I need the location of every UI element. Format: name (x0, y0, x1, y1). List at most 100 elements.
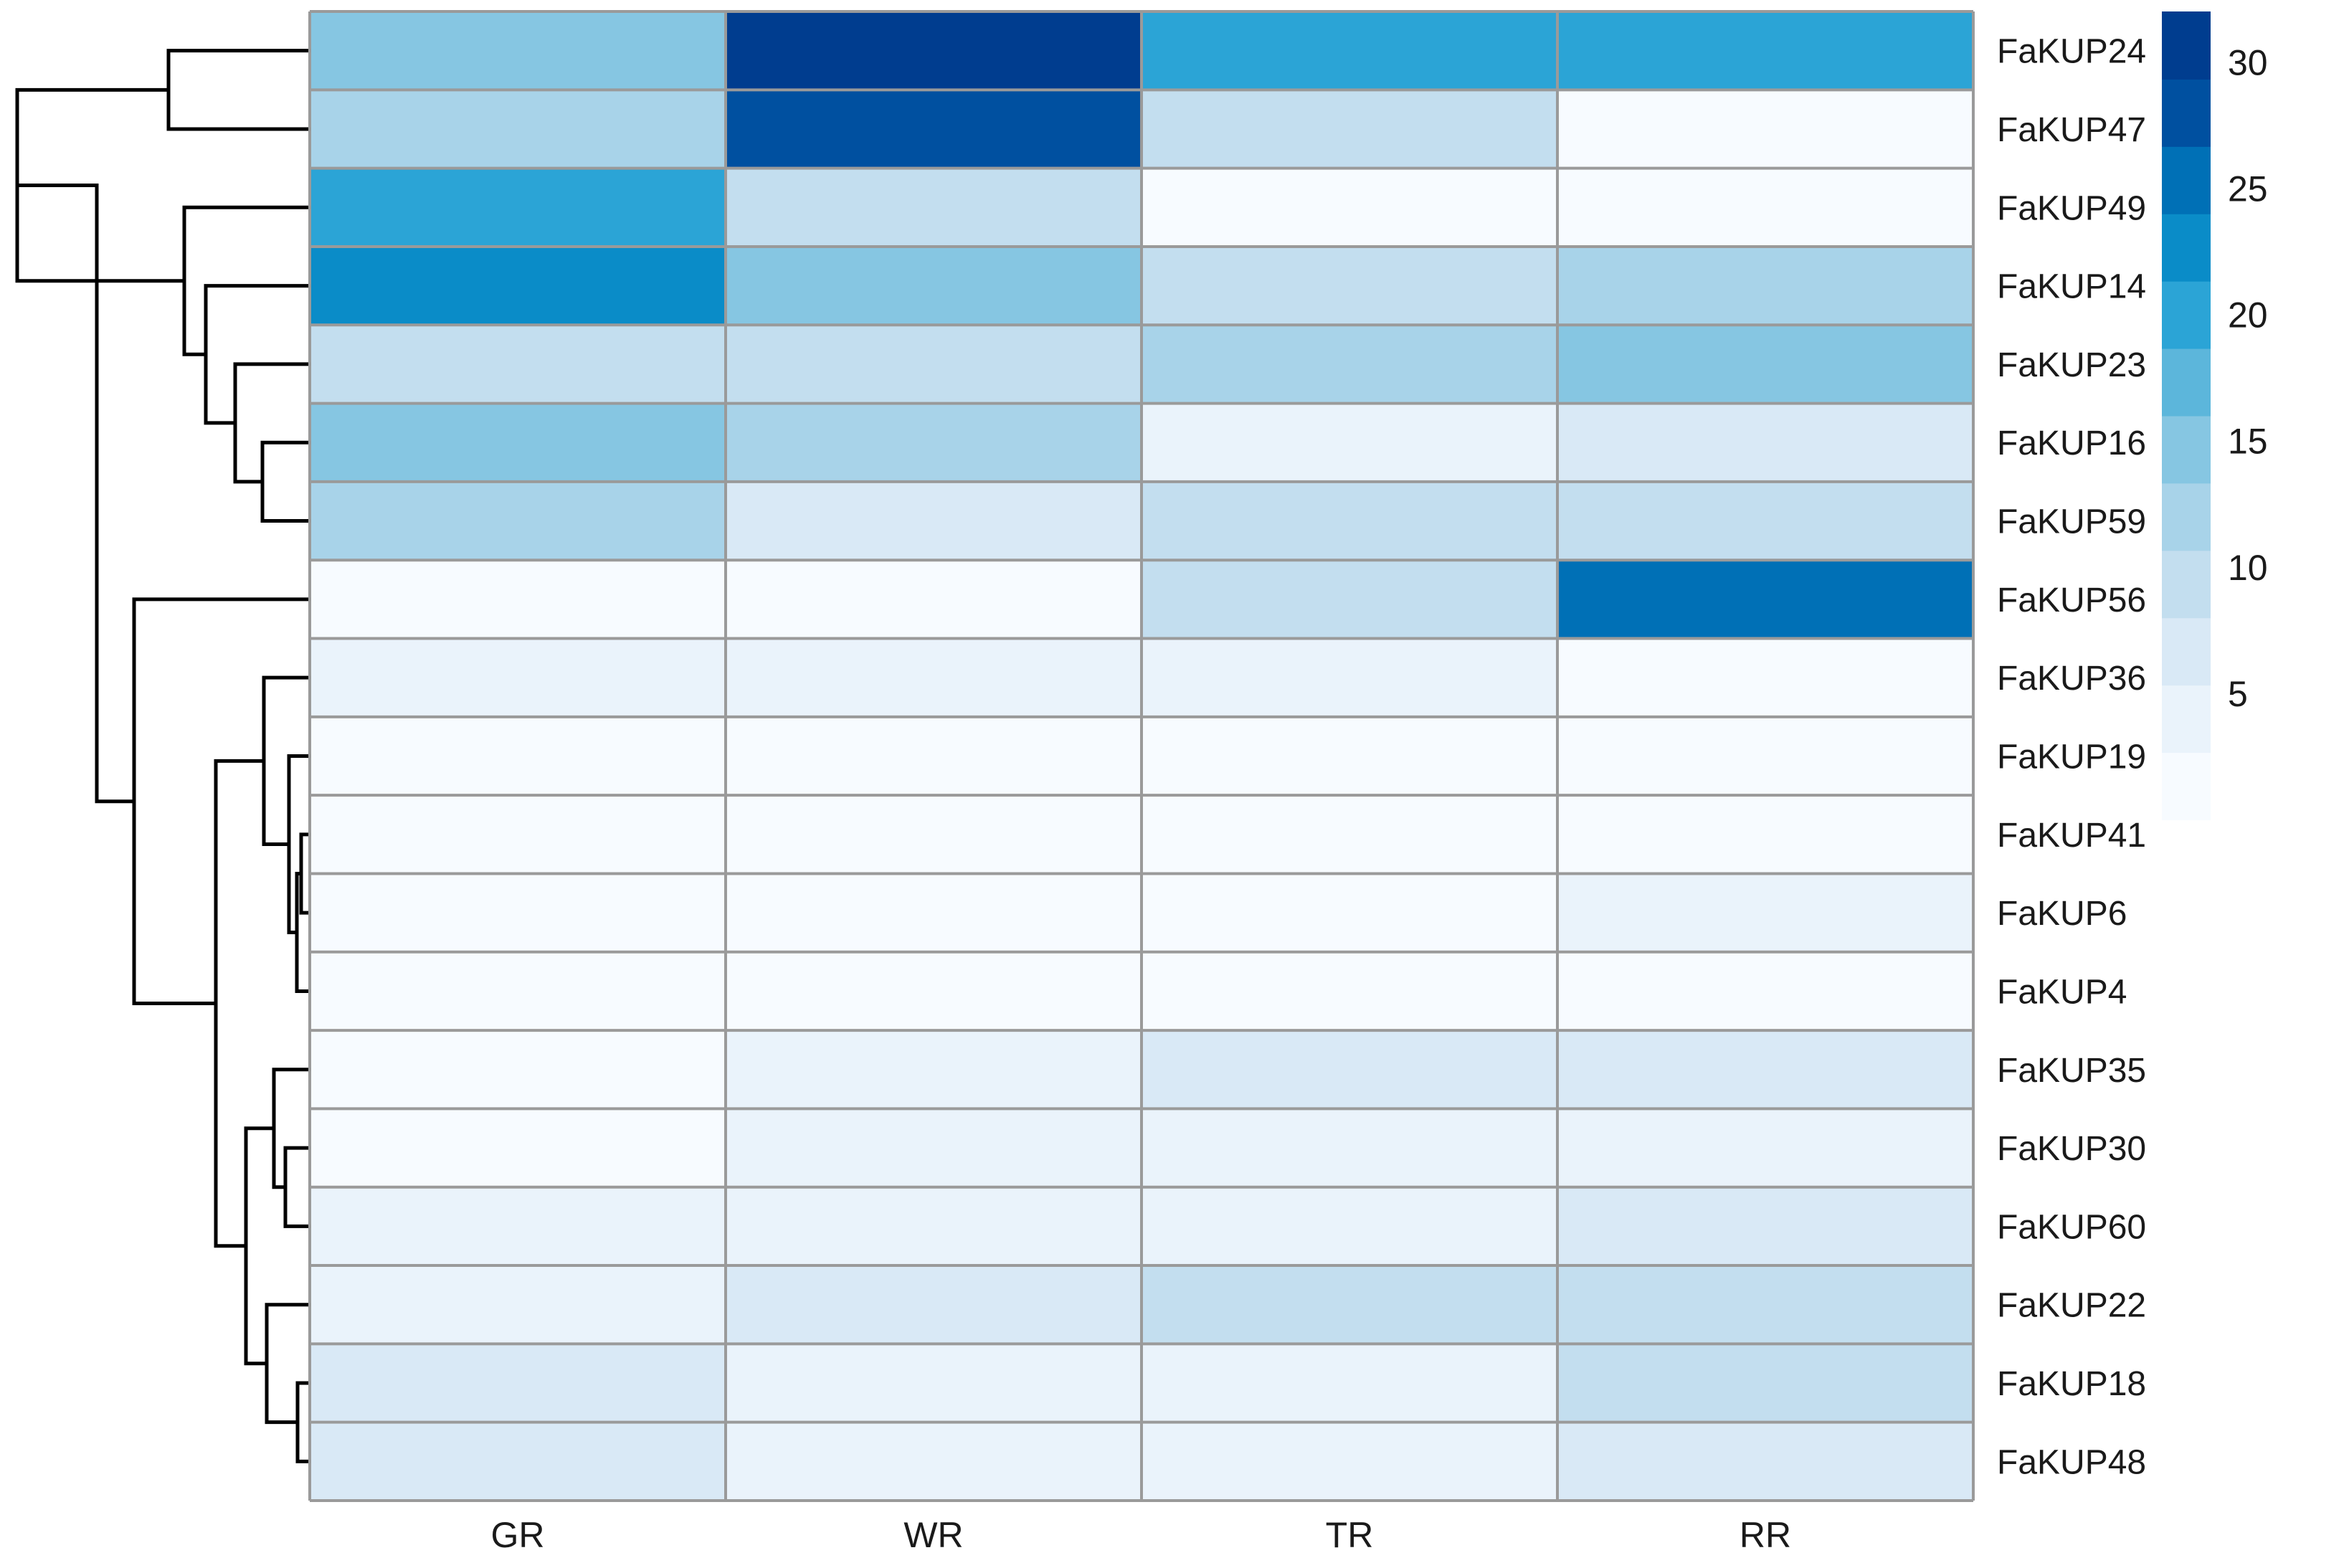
dendrogram-branch (204, 284, 310, 425)
dendrogram-branch (260, 440, 310, 523)
heatmap-cell (310, 90, 726, 168)
dendrogram-branch (262, 675, 310, 846)
heatmap-cell (1142, 1265, 1557, 1344)
heatmap-cell (1142, 325, 1557, 404)
heatmap-cell (1142, 90, 1557, 168)
heatmap-cell (310, 1422, 726, 1501)
heatmap-cell (726, 403, 1142, 482)
colorbar-swatch (2162, 550, 2211, 619)
heatmap-cell (310, 873, 726, 952)
row-label: FaKUP41 (1997, 817, 2146, 855)
heatmap-cell (1142, 1108, 1557, 1187)
row-label: FaKUP24 (1997, 33, 2146, 71)
heatmap-cell (1557, 168, 1973, 247)
heatmap-cell (726, 1187, 1142, 1266)
heatmap-cell (1142, 481, 1557, 561)
heatmap-cell (1557, 795, 1973, 874)
dendrogram-branch (265, 1303, 310, 1425)
heatmap-cell (310, 795, 726, 874)
heatmap-cell (1142, 1187, 1557, 1266)
heatmap-cell (310, 560, 726, 639)
row-label: FaKUP59 (1997, 503, 2146, 541)
dendrogram-branch (283, 1146, 310, 1228)
colorbar-swatch (2162, 752, 2211, 820)
heatmap-cell (726, 246, 1142, 326)
heatmap-cell (1557, 638, 1973, 717)
heatmap-cell (726, 1422, 1142, 1501)
heatmap-cell (1557, 873, 1973, 952)
heatmap-cell (1557, 1030, 1973, 1109)
heatmap-cell (726, 795, 1142, 874)
heatmap-cell (726, 11, 1142, 90)
colorbar-swatch (2162, 11, 2211, 80)
column-label: GR (491, 1515, 545, 1555)
heatmap-cell (726, 638, 1142, 717)
heatmap-cell (310, 716, 726, 796)
heatmap-cell (310, 1108, 726, 1187)
heatmap-cell (1557, 1422, 1973, 1501)
colorbar-swatch (2162, 146, 2211, 214)
dendrogram-branch (244, 1126, 274, 1366)
heatmap-cell (726, 1344, 1142, 1422)
heatmap-cell (1557, 90, 1973, 168)
heatmap-cell (726, 325, 1142, 404)
heatmap-cell (1557, 1187, 1973, 1266)
heatmap-cell (1142, 638, 1557, 717)
dendrogram-branch (214, 759, 264, 1248)
heatmap-cell (310, 1344, 726, 1422)
heatmap-cell (726, 560, 1142, 639)
heatmap-cell (310, 1187, 726, 1266)
heatmap-cell (310, 1265, 726, 1344)
heatmap-cell (1557, 325, 1973, 404)
dendrogram-branch (233, 362, 310, 484)
colorbar-swatch (2162, 483, 2211, 551)
heatmap-cell (1142, 1422, 1557, 1501)
row-labels: FaKUP24 FaKUP47 FaKUP49 FaKUP14 FaKUP23 FaKUP… (1997, 33, 2146, 1482)
heatmap-cell (726, 481, 1142, 561)
heatmap-cell (726, 1108, 1142, 1187)
heatmap-cells (310, 11, 1973, 1501)
row-label: FaKUP18 (1997, 1365, 2146, 1403)
heatmap-cell (726, 1030, 1142, 1109)
heatmap-cell (726, 951, 1142, 1031)
colorbar-swatch (2162, 280, 2211, 349)
heatmap-cell (1142, 795, 1557, 874)
heatmap-cell (1142, 1344, 1557, 1422)
row-label: FaKUP60 (1997, 1208, 2146, 1246)
column-label: RR (1740, 1515, 1791, 1555)
color-legend: 5 10 15 20 25 30 (2162, 11, 2268, 820)
colorbar-tick-label: 15 (2228, 422, 2268, 462)
heatmap-cell (1557, 1265, 1973, 1344)
column-labels: GR WR TR RR (491, 1515, 1792, 1555)
row-label: FaKUP56 (1997, 581, 2146, 619)
row-label: FaKUP16 (1997, 424, 2146, 462)
heatmap-cell (1557, 560, 1973, 639)
heatmap-cell (1142, 11, 1557, 90)
dendrogram-branch (17, 184, 134, 804)
row-label: FaKUP19 (1997, 738, 2146, 776)
dendrogram-branch (182, 205, 310, 356)
heatmap-cell (310, 481, 726, 561)
cell-grid (308, 10, 1975, 1502)
heatmap-cell (310, 246, 726, 326)
colorbar-swatch (2162, 78, 2211, 147)
heatmap-cell (1142, 168, 1557, 247)
heatmap-cell (726, 873, 1142, 952)
heatmap-cell (1557, 716, 1973, 796)
heatmap-cell (726, 716, 1142, 796)
dendrogram-branch (166, 49, 310, 131)
heatmap-cell (726, 168, 1142, 247)
row-label: FaKUP35 (1997, 1052, 2146, 1090)
heatmap-cell (310, 168, 726, 247)
column-label: TR (1326, 1515, 1374, 1555)
heatmap-cell (1142, 403, 1557, 482)
heatmap-cell (1142, 560, 1557, 639)
dendrogram-branch (295, 871, 310, 993)
heatmap-cell (1142, 1030, 1557, 1109)
heatmap-cell (310, 325, 726, 404)
heatmap-cell (1557, 951, 1973, 1031)
colorbar-tick-label: 20 (2228, 295, 2268, 336)
heatmap-cell (1557, 246, 1973, 326)
heatmap-cell (310, 1030, 726, 1109)
